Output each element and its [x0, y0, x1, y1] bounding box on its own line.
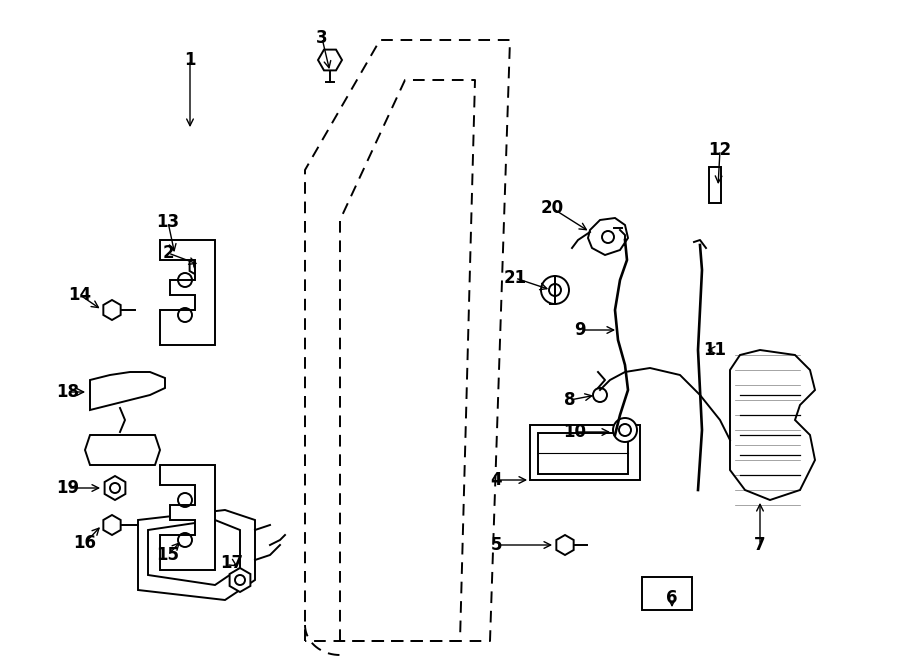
Text: 3: 3 — [316, 29, 328, 47]
Bar — [530, 425, 640, 480]
Circle shape — [613, 418, 637, 442]
Text: 6: 6 — [666, 589, 678, 607]
Text: 19: 19 — [57, 479, 79, 497]
Polygon shape — [730, 350, 815, 500]
Text: 21: 21 — [503, 269, 526, 287]
Polygon shape — [588, 218, 628, 255]
Polygon shape — [160, 465, 215, 570]
Polygon shape — [90, 372, 165, 410]
Polygon shape — [160, 240, 215, 345]
Text: 5: 5 — [491, 536, 502, 554]
Text: 7: 7 — [754, 536, 766, 554]
Polygon shape — [230, 568, 250, 592]
Bar — [538, 433, 628, 474]
Text: 20: 20 — [540, 199, 563, 217]
Text: 18: 18 — [57, 383, 79, 401]
Polygon shape — [318, 50, 342, 70]
Polygon shape — [104, 300, 121, 320]
Polygon shape — [104, 476, 125, 500]
Text: 13: 13 — [157, 213, 180, 231]
Polygon shape — [85, 435, 160, 465]
Text: 14: 14 — [68, 286, 92, 304]
Bar — [642, 577, 692, 610]
Text: 15: 15 — [157, 546, 179, 564]
Polygon shape — [104, 515, 121, 535]
Circle shape — [593, 388, 607, 402]
Text: 11: 11 — [704, 341, 726, 359]
Text: 9: 9 — [574, 321, 586, 339]
Bar — [709, 167, 721, 203]
Text: 12: 12 — [708, 141, 732, 159]
Polygon shape — [556, 535, 573, 555]
Text: 1: 1 — [184, 51, 196, 69]
Text: 17: 17 — [220, 554, 244, 572]
Polygon shape — [190, 253, 211, 277]
Text: 4: 4 — [491, 471, 502, 489]
Circle shape — [541, 276, 569, 304]
Text: 2: 2 — [162, 244, 174, 262]
Text: 8: 8 — [564, 391, 576, 409]
Polygon shape — [138, 510, 255, 600]
Text: 10: 10 — [563, 423, 587, 441]
Polygon shape — [148, 520, 240, 585]
Text: 16: 16 — [74, 534, 96, 552]
